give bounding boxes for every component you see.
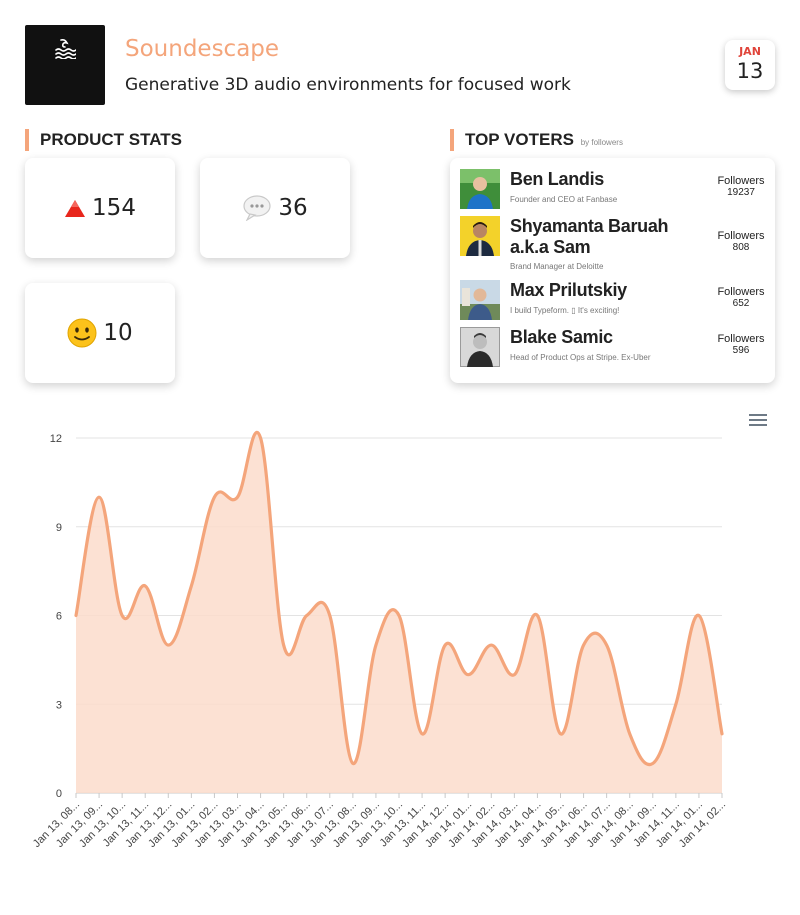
data-point (697, 614, 701, 618)
data-point (166, 643, 170, 647)
voter-name[interactable]: Ben Landis (510, 169, 605, 189)
data-point (74, 614, 78, 618)
product-stats-title-text: PRODUCT STATS (40, 130, 182, 149)
avatar[interactable] (460, 216, 500, 256)
data-point (535, 614, 539, 618)
series-line (74, 430, 724, 767)
y-tick-label: 6 (56, 611, 62, 623)
data-point (651, 761, 655, 765)
data-point (143, 584, 147, 588)
data-point (282, 643, 286, 647)
followers-count: 652 (732, 298, 750, 309)
upvotes-card: 154 (25, 158, 175, 258)
date-day: 13 (736, 59, 764, 83)
top-voters-title-text: TOP VOTERS (465, 130, 574, 149)
comments-count: 36 (278, 195, 308, 221)
data-point (512, 673, 516, 677)
y-tick-label: 12 (50, 433, 62, 445)
data-point (720, 732, 724, 736)
product-tagline: Generative 3D audio environments for foc… (125, 75, 571, 95)
data-point (443, 643, 447, 647)
data-point (605, 643, 609, 647)
voter-followers: Followers 19237 (715, 175, 767, 199)
reactions-card: 10 (25, 283, 175, 383)
voter-headline: I build Typeform. ▯ It's exciting! (510, 306, 620, 315)
followers-count: 808 (732, 242, 750, 253)
waves-icon (55, 39, 76, 59)
voter-name[interactable]: Blake Samic (510, 327, 613, 347)
y-tick-label: 3 (56, 699, 62, 711)
avatar[interactable] (460, 280, 500, 320)
reactions-count: 10 (103, 320, 133, 346)
voter-followers: Followers 596 (715, 333, 767, 357)
red-triangle-icon (64, 199, 86, 218)
data-point (259, 436, 263, 440)
data-point (305, 614, 309, 618)
voter-headline: Brand Manager at Deloitte (510, 262, 604, 271)
data-point (236, 495, 240, 499)
data-point (374, 643, 378, 647)
data-point (328, 614, 332, 618)
avatar[interactable] (460, 169, 500, 209)
launch-date-badge: JAN 13 (725, 40, 775, 90)
voter-headline: Head of Product Ops at Stripe. Ex-Uber (510, 353, 651, 362)
followers-count: 19237 (727, 187, 755, 198)
followers-label: Followers (717, 333, 765, 345)
followers-count: 596 (732, 345, 750, 356)
data-point (420, 732, 424, 736)
speech-bubble-icon (242, 195, 272, 221)
series-area (76, 432, 722, 793)
data-point (397, 614, 401, 618)
y-tick-label: 0 (56, 788, 62, 800)
product-logo (25, 25, 105, 105)
avatar[interactable] (460, 327, 500, 367)
data-point (97, 495, 101, 499)
product-stats-title: PRODUCT STATS (25, 129, 182, 151)
voter-name[interactable]: Max Prilutskiy (510, 280, 627, 300)
followers-label: Followers (717, 230, 765, 242)
top-voters-title: TOP VOTERS by followers (450, 129, 623, 151)
hamburger-menu-icon[interactable] (749, 414, 767, 428)
data-point (212, 495, 216, 499)
voter-followers: Followers 652 (715, 286, 767, 310)
voter-followers: Followers 808 (715, 230, 767, 254)
followers-label: Followers (717, 175, 765, 187)
smiley-icon (67, 318, 97, 348)
data-point (351, 761, 355, 765)
data-point (120, 614, 124, 618)
voter-name[interactable]: Shyamanta Baruah a.k.a Sam (510, 216, 669, 257)
date-month: JAN (739, 45, 761, 58)
y-tick-label: 9 (56, 522, 62, 534)
top-voters-subtitle: by followers (580, 138, 623, 147)
voter-headline: Founder and CEO at Fanbase (510, 195, 618, 204)
data-point (559, 732, 563, 736)
data-point (466, 673, 470, 677)
product-name[interactable]: Soundescape (125, 36, 280, 62)
top-voters-card: Ben Landis Founder and CEO at Fanbase Fo… (450, 158, 775, 383)
upvotes-count: 154 (92, 195, 136, 221)
data-point (628, 732, 632, 736)
comments-card: 36 (200, 158, 350, 258)
data-point (582, 643, 586, 647)
data-point (674, 702, 678, 706)
data-point (489, 643, 493, 647)
data-point (189, 584, 193, 588)
followers-label: Followers (717, 286, 765, 298)
